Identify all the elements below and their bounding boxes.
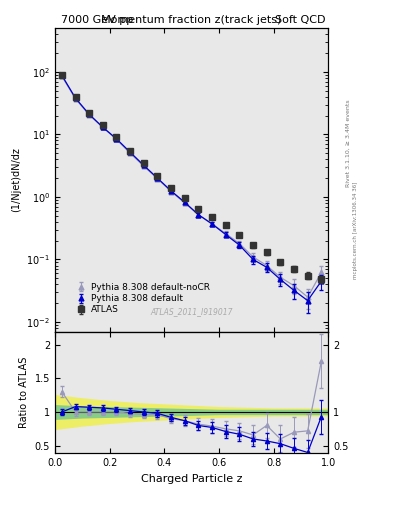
X-axis label: Charged Particle z: Charged Particle z: [141, 474, 242, 483]
Title: Momentum fraction z(track jets): Momentum fraction z(track jets): [101, 15, 282, 25]
Text: Rivet 3.1.10, ≥ 3.4M events: Rivet 3.1.10, ≥ 3.4M events: [345, 99, 350, 187]
Y-axis label: (1/Njet)dN/dz: (1/Njet)dN/dz: [11, 147, 21, 212]
Legend: Pythia 8.308 default-noCR, Pythia 8.308 default, ATLAS: Pythia 8.308 default-noCR, Pythia 8.308 …: [70, 280, 214, 318]
Text: 7000 GeV pp: 7000 GeV pp: [61, 14, 133, 25]
Text: mcplots.cern.ch [arXiv:1306.34 36]: mcplots.cern.ch [arXiv:1306.34 36]: [353, 182, 358, 279]
Y-axis label: Ratio to ATLAS: Ratio to ATLAS: [19, 357, 29, 428]
Text: ATLAS_2011_I919017: ATLAS_2011_I919017: [151, 308, 233, 316]
Text: Soft QCD: Soft QCD: [275, 14, 325, 25]
